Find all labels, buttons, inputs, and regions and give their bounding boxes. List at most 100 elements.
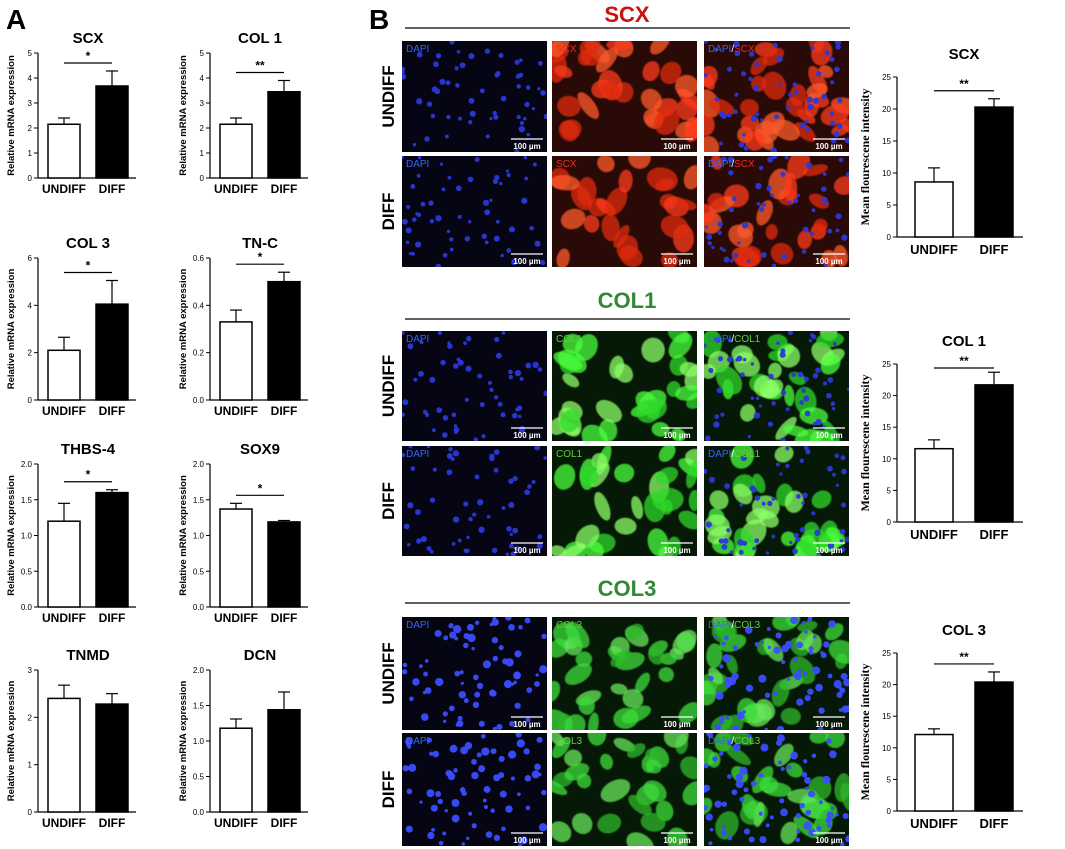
channel-label: DAPI/COL1 bbox=[708, 334, 761, 345]
y-tick-label: 1.5 bbox=[193, 702, 205, 711]
y-axis-label: Mean flourescene intensity bbox=[858, 374, 872, 511]
y-tick-label: 10 bbox=[882, 169, 891, 178]
y-tick-label: 25 bbox=[882, 360, 891, 369]
bar-diff bbox=[267, 280, 301, 401]
scale-bar-label: 100 µm bbox=[513, 836, 540, 845]
channel-label: SCX bbox=[556, 44, 577, 55]
scale-bar-label: 100 µm bbox=[663, 836, 690, 845]
x-tick-label: DIFF bbox=[271, 182, 298, 196]
micrograph-section-col3: COL3 UNDIFF DAPI 100 µm COL3 100 µm DAPI/COL3 1… bbox=[379, 576, 850, 846]
y-tick-label: 0 bbox=[28, 808, 33, 817]
scale-bar-label: 100 µm bbox=[663, 142, 690, 151]
y-axis-label: Relative mRNA expression bbox=[6, 681, 17, 802]
scale-bar-label: 100 µm bbox=[513, 142, 540, 151]
bar-undiff bbox=[47, 123, 81, 179]
scale-bar-label: 100 µm bbox=[815, 720, 842, 729]
scale-bar-label: 100 µm bbox=[815, 257, 842, 266]
channel-label: SCX bbox=[556, 159, 577, 170]
x-tick-label: DIFF bbox=[980, 242, 1009, 257]
scale-bar-label: 100 µm bbox=[663, 431, 690, 440]
chart-title: COL 1 bbox=[238, 30, 282, 47]
micrograph-panel: DAPI 100 µm bbox=[402, 733, 547, 846]
micrograph-panel: DAPI/SCX 100 µm bbox=[704, 156, 849, 267]
panel-label-a: A bbox=[6, 4, 27, 35]
chart-title: COL 3 bbox=[942, 622, 986, 639]
y-tick-label: 5 bbox=[887, 486, 892, 495]
y-tick-label: 0.5 bbox=[21, 567, 33, 576]
significance-label: * bbox=[258, 250, 263, 264]
y-tick-label: 0 bbox=[887, 518, 892, 527]
channel-label: DAPI bbox=[406, 44, 429, 55]
y-tick-label: 1.0 bbox=[193, 737, 205, 746]
y-axis-label: Relative mRNA expression bbox=[178, 269, 189, 390]
row-label: DIFF bbox=[379, 771, 398, 809]
chart-b_scx: SCX 0 5 10 15 20 25 Mean flourescene intensity U… bbox=[858, 46, 1023, 257]
chart-tnc: TN-C 0.0 0.2 0.4 0.6 Relative mRNA expression… bbox=[178, 235, 308, 418]
bar-diff bbox=[267, 91, 301, 179]
channel-label: DAPI bbox=[406, 334, 429, 345]
y-tick-label: 0 bbox=[28, 396, 33, 405]
y-tick-label: 1 bbox=[28, 149, 33, 158]
micrograph-section-col1: COL1 UNDIFF DAPI 100 µm COL1 100 µm DAPI/COL1 1… bbox=[379, 288, 850, 556]
y-tick-label: 0 bbox=[200, 174, 205, 183]
micrograph-panel: DAPI/COL3 100 µm bbox=[704, 617, 849, 730]
scale-bar-label: 100 µm bbox=[513, 720, 540, 729]
x-tick-label: UNDIFF bbox=[214, 816, 258, 830]
chart-tnmd: TNMD 0 1 2 3 Relative mRNA expression UNDIFF DI… bbox=[6, 647, 136, 830]
y-tick-label: 1.5 bbox=[21, 496, 33, 505]
bar-diff bbox=[95, 703, 129, 813]
chart-col3: COL 3 0 2 4 6 Relative mRNA expression UNDIFF D… bbox=[6, 235, 136, 418]
x-tick-label: DIFF bbox=[99, 404, 126, 418]
scale-bar-label: 100 µm bbox=[513, 546, 540, 555]
y-tick-label: 3 bbox=[200, 99, 205, 108]
y-tick-label: 15 bbox=[882, 423, 891, 432]
y-tick-label: 2.0 bbox=[21, 460, 33, 469]
scale-bar-label: 100 µm bbox=[663, 546, 690, 555]
significance-label: * bbox=[86, 258, 91, 272]
bar-diff bbox=[974, 384, 1014, 523]
y-tick-label: 4 bbox=[28, 74, 33, 83]
y-tick-label: 1 bbox=[200, 149, 205, 158]
micrographs-layer: SCX UNDIFF DAPI 100 µm SCX 100 µm DAPI/SCX 100 … bbox=[379, 2, 850, 846]
y-tick-label: 1.0 bbox=[21, 532, 33, 541]
bar-undiff bbox=[219, 321, 253, 401]
bar-diff bbox=[267, 521, 301, 608]
micrograph-image bbox=[402, 331, 547, 441]
micrograph-panel: COL1 100 µm bbox=[552, 331, 697, 441]
y-axis-label: Relative mRNA expression bbox=[6, 475, 17, 596]
channel-label: COL3 bbox=[556, 736, 583, 747]
channel-label: COL1 bbox=[556, 334, 583, 345]
y-tick-label: 5 bbox=[887, 201, 892, 210]
bar-diff bbox=[974, 681, 1014, 812]
y-axis-label: Relative mRNA expression bbox=[6, 269, 17, 390]
y-tick-label: 0 bbox=[887, 807, 892, 816]
micrograph-panel: DAPI 100 µm bbox=[402, 617, 547, 730]
y-tick-label: 2 bbox=[28, 124, 33, 133]
row-label: UNDIFF bbox=[379, 355, 398, 417]
micrograph-section-scx: SCX UNDIFF DAPI 100 µm SCX 100 µm DAPI/SCX 100 … bbox=[379, 2, 850, 267]
section-title: SCX bbox=[604, 2, 650, 27]
x-tick-label: DIFF bbox=[271, 611, 298, 625]
micrograph-panel: COL3 100 µm bbox=[552, 617, 697, 730]
y-tick-label: 4 bbox=[28, 301, 33, 310]
micrograph-panel: COL3 100 µm bbox=[552, 733, 697, 846]
y-tick-label: 0 bbox=[28, 174, 33, 183]
y-tick-label: 0.0 bbox=[21, 603, 33, 612]
y-tick-label: 25 bbox=[882, 649, 891, 658]
row-label: UNDIFF bbox=[379, 642, 398, 704]
channel-label: COL3 bbox=[556, 620, 583, 631]
significance-label: * bbox=[258, 481, 263, 495]
x-tick-label: DIFF bbox=[980, 527, 1009, 542]
y-axis-label: Relative mRNA expression bbox=[178, 55, 189, 176]
section-title: COL3 bbox=[598, 576, 657, 601]
x-tick-label: UNDIFF bbox=[910, 527, 958, 542]
chart-title: TNMD bbox=[66, 647, 109, 664]
chart-title: TN-C bbox=[242, 235, 278, 252]
bar-diff bbox=[974, 106, 1014, 238]
significance-label: ** bbox=[255, 59, 265, 73]
x-tick-label: DIFF bbox=[99, 816, 126, 830]
chart-title: COL 1 bbox=[942, 333, 986, 350]
channel-label: DAPI bbox=[406, 159, 429, 170]
y-tick-label: 4 bbox=[200, 74, 205, 83]
